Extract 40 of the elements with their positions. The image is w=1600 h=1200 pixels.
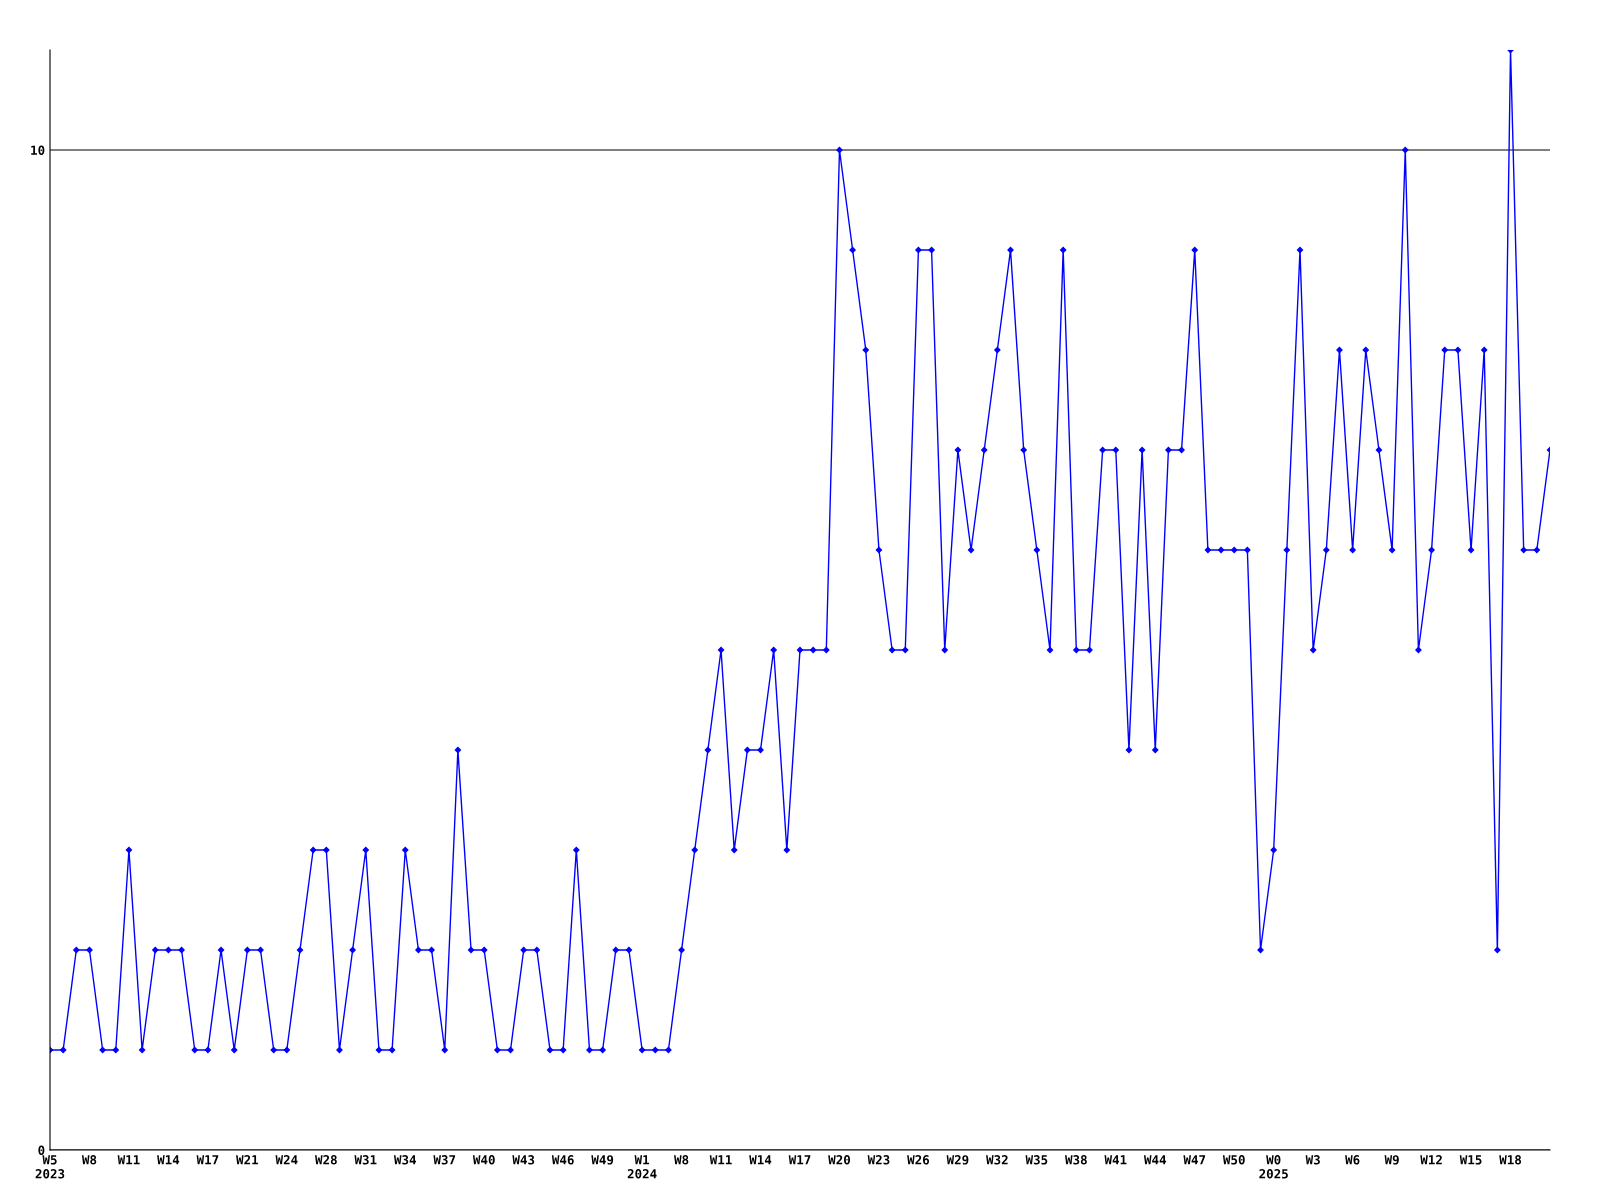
x-tick-label: W35 [1025, 1155, 1048, 1165]
x-tick-label: W49 [591, 1155, 614, 1165]
x-tick-label: W44 [1143, 1155, 1166, 1165]
x-tick-label: W23 [867, 1155, 890, 1165]
x-tick-label: W8 [81, 1155, 97, 1165]
x-tick-label: W17 [788, 1155, 811, 1165]
x-tick-label: W3 [1305, 1155, 1320, 1165]
x-tick-label: W38 [1065, 1155, 1087, 1165]
x-tick-label: W29 [946, 1155, 969, 1165]
x-tick-label: W9 [1384, 1155, 1399, 1165]
x-tick-label: W50 [1222, 1155, 1245, 1165]
x-tick-label: W5 2023 [35, 1155, 65, 1179]
x-tick-label: W41 [1104, 1155, 1127, 1165]
y-tick-label: 10 [31, 145, 45, 155]
x-tick-label: W26 [907, 1155, 930, 1165]
x-tick-label: W11 [117, 1155, 140, 1165]
x-tick-label: W8 [674, 1155, 689, 1165]
x-tick-label: W47 [1183, 1155, 1206, 1165]
x-tick-label: W21 [236, 1155, 259, 1165]
x-tick-label: W15 [1459, 1155, 1482, 1165]
x-tick-label: W31 [354, 1155, 377, 1165]
x-tick-label: W1 2024 [627, 1155, 657, 1179]
x-tick-label: W17 [196, 1155, 219, 1165]
y-tick-label: 0 [38, 1145, 45, 1155]
x-tick-label: W12 [1420, 1155, 1442, 1165]
x-tick-label: W32 [986, 1155, 1008, 1165]
x-tick-label: W43 [512, 1155, 535, 1165]
x-tick-label: W0 2025 [1259, 1155, 1288, 1179]
x-tick-label: W14 [157, 1155, 180, 1165]
x-tick-label: W40 [472, 1155, 495, 1165]
x-tick-label: W11 [709, 1155, 732, 1165]
x-tick-label: W34 [393, 1155, 416, 1165]
x-tick-label: W6 [1345, 1155, 1360, 1165]
x-tick-label: W20 [828, 1155, 851, 1165]
x-tick-label: W46 [551, 1155, 574, 1165]
x-tick-label: W37 [433, 1155, 456, 1165]
x-tick-label: W14 [749, 1155, 772, 1165]
x-tick-label: W28 [315, 1155, 337, 1165]
x-tick-label: W24 [275, 1155, 298, 1165]
x-tick-label: W18 [1499, 1155, 1522, 1165]
